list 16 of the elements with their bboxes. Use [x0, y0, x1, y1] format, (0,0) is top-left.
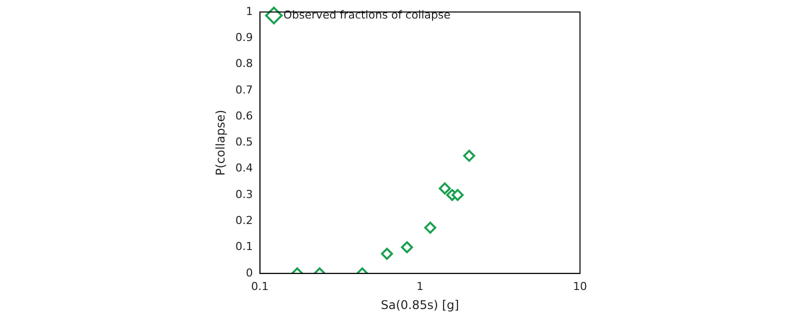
y-tick-label: 0.2	[235, 214, 253, 227]
y-tick-label: 0.8	[235, 57, 253, 70]
y-tick-label: 0.9	[235, 31, 253, 44]
x-tick-label: 10	[573, 280, 587, 293]
y-axis-title: P(collapse)	[213, 110, 228, 176]
y-tick-label: 0.1	[235, 240, 253, 254]
y-tick-label: 1	[246, 4, 253, 18]
y-tick-label: 0.6	[235, 109, 253, 122]
y-tick-label: 0	[246, 266, 253, 280]
legend-label: Observed fractions of collapse	[283, 8, 451, 22]
y-tick-label: 0.3	[235, 188, 253, 201]
x-tick-label: 1	[416, 280, 424, 293]
y-tick-label: 0.5	[235, 136, 253, 149]
y-tick-label: 0.7	[235, 83, 253, 96]
x-axis-title: Sa(0.85s) [g]	[380, 298, 459, 312]
y-tick-label: 0.4	[235, 162, 253, 175]
